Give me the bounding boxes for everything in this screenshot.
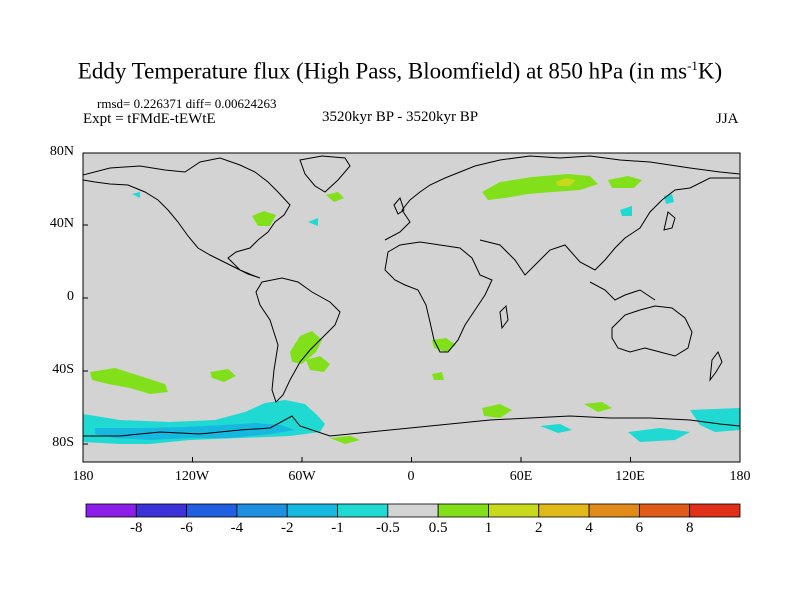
southern-ocean-blue: [95, 423, 295, 440]
new-zealand-coast: [709, 350, 723, 382]
japan-coast: [663, 211, 676, 231]
colorbar: [85, 503, 741, 518]
colorbar-label: 6: [635, 520, 644, 536]
south-atlantic-green-2: [432, 372, 444, 380]
colorbar-swatch: [85, 503, 137, 518]
lon-tick-label: 180: [72, 469, 94, 484]
south-pacific-green: [90, 368, 168, 394]
africa-coast: [384, 241, 493, 353]
colorbar-label: -2: [280, 520, 294, 536]
colorbar-swatch: [186, 503, 238, 518]
colorbar-label: -0.5: [375, 520, 400, 536]
north-cyan-1: [308, 218, 318, 226]
north-america-coast: [83, 157, 291, 279]
period-label: 3520kyr BP - 3520kyr BP: [322, 109, 479, 125]
lon-tick-label: 180: [729, 469, 751, 484]
colorbar-label: -1: [331, 520, 344, 536]
south-america-coast: [255, 277, 341, 403]
lon-tick-label: 60W: [288, 469, 316, 484]
colorbar-label: 4: [585, 520, 593, 536]
great-lakes-green: [252, 211, 276, 226]
colorbar-swatch: [236, 503, 288, 518]
colorbar-swatch: [689, 503, 741, 518]
south-pacific-green-2: [210, 369, 236, 382]
southeast-asia-coast: [589, 281, 656, 301]
colorbar-swatch: [437, 503, 489, 518]
colorbar-label: 0.5: [428, 520, 448, 536]
experiment-label: Expt = tFMdE-tEWtE: [83, 111, 216, 127]
asia-coast: [479, 177, 740, 276]
antarctic-green: [330, 436, 360, 444]
east-antarctic-cyan-2: [628, 428, 690, 442]
lat-tick-label: 80S: [52, 435, 74, 450]
north-atlantic-green: [326, 192, 344, 202]
colorbar-label: 8: [685, 520, 694, 536]
europe-coast: [384, 155, 740, 241]
east-siberia-green: [608, 176, 642, 188]
lon-tick-label: 120W: [174, 469, 210, 484]
colorbar-swatch: [286, 503, 338, 518]
season-label: JJA: [716, 111, 739, 127]
madagascar-coast: [499, 304, 509, 330]
argentina-green: [290, 331, 322, 364]
colorbar-label: -8: [130, 520, 143, 536]
lat-tick-label: 40N: [49, 216, 74, 231]
colorbar-swatch: [538, 503, 590, 518]
colorbar-swatch: [488, 503, 540, 518]
stats-label: rmsd= 0.226371 diff= 0.00624263: [97, 96, 277, 111]
uk-coast: [393, 197, 405, 215]
colorbar-label: 2: [535, 520, 543, 536]
siberia-yellow: [556, 178, 576, 186]
colorbar-swatch: [387, 503, 439, 518]
indian-ocean-green-2: [584, 402, 612, 412]
lat-tick-label: 0: [67, 289, 74, 304]
lon-tick-label: 60E: [509, 469, 533, 484]
lat-tick-label: 80N: [49, 144, 74, 159]
east-antarctic-cyan: [690, 408, 740, 432]
plot-title: Eddy Temperature flux (High Pass, Bloomf…: [77, 58, 723, 84]
antarctica-coast: [83, 415, 740, 437]
south-pacific-cyan: [540, 424, 572, 433]
lat-tick-label: 40S: [52, 362, 74, 377]
north-cyan-3: [132, 192, 140, 198]
north-cyan-2: [620, 206, 632, 216]
indian-ocean-green: [482, 404, 512, 418]
lat-tick-marks: [83, 152, 88, 445]
south-atlantic-green: [306, 356, 330, 372]
lon-tick-label: 120E: [615, 469, 645, 484]
colorbar-swatch: [135, 503, 188, 518]
map-background: [83, 153, 740, 462]
greenland-coast: [299, 155, 351, 193]
colorbar-swatch: [337, 503, 389, 518]
lon-tick-label: 0: [407, 469, 415, 484]
australia-coast: [611, 305, 693, 357]
colorbar-label: -4: [230, 520, 244, 536]
anomaly-contours: [83, 174, 740, 444]
lon-tick-marks: [82, 457, 741, 462]
colorbar-label: 1: [484, 520, 493, 536]
colorbar-label: -6: [180, 520, 193, 536]
colorbar-swatch: [638, 503, 691, 518]
colorbar-swatch: [588, 503, 640, 518]
coastlines: [83, 155, 740, 437]
